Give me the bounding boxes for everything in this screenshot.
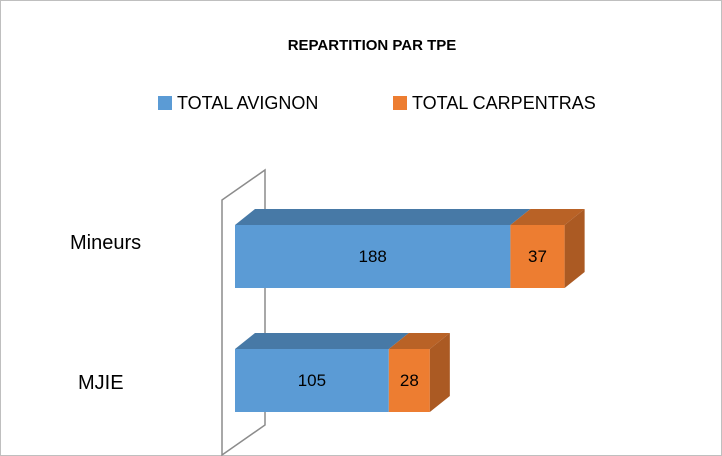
bar-side — [564, 209, 585, 288]
bar-top — [510, 209, 585, 225]
legend-swatch — [393, 96, 407, 110]
data-label: 105 — [298, 371, 326, 390]
legend-label: TOTAL AVIGNON — [177, 93, 318, 113]
bar-top — [388, 333, 450, 349]
bar-side — [429, 333, 450, 412]
legend-label: TOTAL CARPENTRAS — [412, 93, 596, 113]
legend-swatch — [158, 96, 172, 110]
bar — [388, 349, 430, 412]
category-label: Mineurs — [70, 232, 141, 254]
data-label: 28 — [400, 371, 419, 390]
chart-title: REPARTITION PAR TPE — [288, 37, 457, 54]
data-label: 188 — [359, 247, 387, 266]
data-label: 37 — [528, 247, 547, 266]
category-label: MJIE — [78, 372, 124, 394]
bar — [510, 225, 565, 288]
bar — [235, 225, 511, 288]
bar-top — [235, 333, 409, 349]
bar-top — [235, 209, 531, 225]
bar — [235, 349, 389, 412]
